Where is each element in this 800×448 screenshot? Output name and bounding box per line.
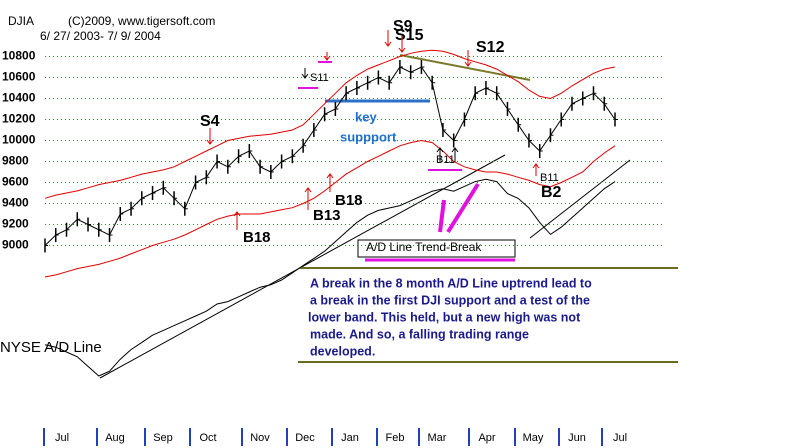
x-tick-label: Oct <box>199 432 216 444</box>
x-tick-label: Mar <box>428 432 447 444</box>
ad-break-box <box>357 239 516 258</box>
copyright: (C)2009, www.tigersoft.com <box>68 14 215 28</box>
y-tick-label: 9200 <box>2 217 29 231</box>
series-label: NYSE A/D Line <box>0 339 102 356</box>
x-tick-label: May <box>523 432 544 444</box>
annotation: B18 <box>243 229 271 246</box>
arrow-head <box>451 147 459 153</box>
x-tick-label: Nov <box>250 432 270 444</box>
chart-title: DJIA <box>8 14 34 28</box>
x-tick-label: Aug <box>105 432 125 444</box>
annotation: B2 <box>541 184 562 201</box>
y-tick-label: 10800 <box>2 49 36 63</box>
annotation: B18 <box>335 192 363 209</box>
annotation: suppport <box>340 129 397 144</box>
y-tick-label: 9000 <box>2 238 29 252</box>
annotation: S4 <box>200 113 220 130</box>
arrow-head <box>206 139 214 145</box>
x-tick-label: Jul <box>55 432 69 444</box>
annotation: key <box>355 109 377 124</box>
y-tick-label: 10400 <box>2 91 36 105</box>
series-line <box>44 178 616 377</box>
commentary-line: A break in the 8 month A/D Line uptrend … <box>310 276 592 290</box>
arrow-head <box>233 211 241 217</box>
commentary-line: a break in the first DJI support and a t… <box>310 293 590 307</box>
arrow-head <box>398 47 406 53</box>
arrow-head <box>304 187 312 193</box>
annotation: S9 <box>393 18 413 35</box>
arrow-head <box>301 73 309 79</box>
arrow-head <box>436 147 444 153</box>
annotation: S12 <box>476 39 505 56</box>
pointer <box>438 199 446 233</box>
commentary-line: lower band. This held, but a new high wa… <box>308 310 581 324</box>
arrow-head <box>323 55 331 61</box>
annotation: B11 <box>436 154 455 166</box>
y-tick-label: 10600 <box>2 70 36 84</box>
commentary-line: made. And so, a falling trading range <box>310 327 529 341</box>
y-tick-label: 9800 <box>2 154 29 168</box>
y-tick-label: 9400 <box>2 196 29 210</box>
subtitle: 6/ 27/ 2003- 7/ 9/ 2004 <box>40 29 161 43</box>
x-tick-label: Apr <box>478 432 495 444</box>
commentary-line: developed. <box>310 344 375 358</box>
series-line <box>44 66 616 246</box>
ad-trend-line <box>529 159 631 239</box>
annotation: S11 <box>310 72 329 84</box>
series-line <box>44 49 616 199</box>
y-tick-label: 10000 <box>2 133 36 147</box>
x-tick-label: Dec <box>295 432 315 444</box>
y-tick-label: 9600 <box>2 175 29 189</box>
arrow-head <box>464 61 472 67</box>
arrow-head <box>384 41 392 47</box>
annotation: A/D Line Trend-Break <box>366 240 482 254</box>
annotation: B13 <box>313 207 341 224</box>
x-tick-label: Jun <box>568 432 586 444</box>
arrow-head <box>532 163 540 169</box>
x-tick-label: Jul <box>613 432 627 444</box>
arrow-head <box>326 173 334 179</box>
annotation: S15 <box>395 27 424 44</box>
x-tick-label: Sep <box>153 432 173 444</box>
x-tick-label: Feb <box>386 432 405 444</box>
annotation: B11 <box>540 172 559 184</box>
x-tick-label: Jan <box>341 432 359 444</box>
y-tick-label: 10200 <box>2 112 36 126</box>
